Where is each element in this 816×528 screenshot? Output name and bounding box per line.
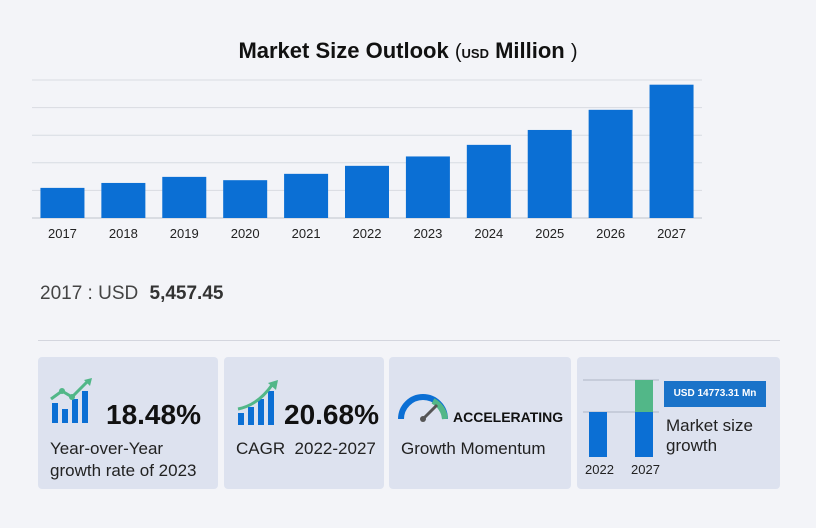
mini-bar-2027: [635, 412, 653, 457]
x-tick-2026: 2026: [596, 226, 625, 241]
bar-2021: [284, 173, 329, 218]
title-open-paren: (: [454, 41, 462, 63]
bar-2019: [162, 176, 207, 218]
cagr-label: CAGR 2022-2027: [236, 439, 376, 458]
x-tick-2022: 2022: [353, 226, 382, 241]
momentum-value: ACCELERATING: [453, 409, 564, 425]
bar-2022: [345, 165, 389, 218]
mini-bar-2022: [589, 412, 607, 457]
x-tick-2024: 2024: [474, 226, 503, 241]
yoy-label-line1: Year-over-Year: [50, 439, 164, 458]
cagr-icon: [237, 380, 278, 425]
bar-2020: [223, 180, 268, 218]
base-year-value: 5,457.45: [149, 283, 224, 304]
x-tick-2027: 2027: [657, 226, 686, 241]
x-tick-2025: 2025: [535, 226, 564, 241]
cagr-card: 20.68% CAGR 2022-2027: [224, 357, 384, 489]
section-divider: [38, 340, 780, 341]
title-close-paren: ): [570, 41, 578, 63]
base-year-stat: 2017 : USD 5,457.45: [40, 283, 223, 305]
momentum-label: Growth Momentum: [401, 439, 546, 458]
title-unit: USD: [461, 46, 489, 61]
mini-year-2027: 2027: [631, 462, 660, 477]
bar-2027: [649, 84, 694, 218]
x-tick-2020: 2020: [231, 226, 260, 241]
market-size-badge: USD 14773.31 Mn: [664, 381, 766, 407]
x-tick-2019: 2019: [170, 226, 199, 241]
momentum-card: ACCELERATING Growth Momentum: [389, 357, 571, 489]
bar-2018: [101, 182, 146, 218]
speedometer-icon: [398, 394, 448, 422]
bar-chart: 2017 2018 2019 2020 2021 2022 2023 2024 2025 2026…: [32, 79, 702, 241]
bar-2017: [40, 187, 85, 218]
mini-bar-2027-growth: [635, 380, 653, 412]
market-growth-card: USD 14773.31 Mn Market size growth 2022 …: [577, 357, 780, 489]
mini-year-2022: 2022: [585, 462, 614, 477]
market-label-line1: Market size: [666, 416, 753, 435]
chart-title: Market Size Outlook (USD Million ): [0, 38, 816, 64]
chart-title-main: Market Size Outlook: [238, 38, 449, 63]
x-tick-2021: 2021: [292, 226, 321, 241]
cagr-value: 20.68%: [284, 399, 379, 430]
bar-2025: [527, 129, 572, 218]
market-label-line2: growth: [666, 436, 718, 455]
yoy-label-line2: growth rate of 2023: [50, 461, 197, 480]
x-tick-2018: 2018: [109, 226, 138, 241]
yoy-value: 18.48%: [106, 399, 201, 430]
title-unit-word: Million: [495, 38, 565, 63]
bar-2023: [405, 156, 450, 218]
growth-chart-icon: [50, 378, 92, 423]
mini-bar-chart: [583, 379, 659, 457]
bar-2026: [588, 109, 633, 218]
x-tick-2023: 2023: [413, 226, 442, 241]
yoy-card: 18.48% Year-over-Year growth rate of 202…: [38, 357, 218, 489]
base-year-label: 2017 : USD: [40, 283, 139, 304]
bar-2024: [466, 144, 511, 218]
x-tick-2017: 2017: [48, 226, 77, 241]
